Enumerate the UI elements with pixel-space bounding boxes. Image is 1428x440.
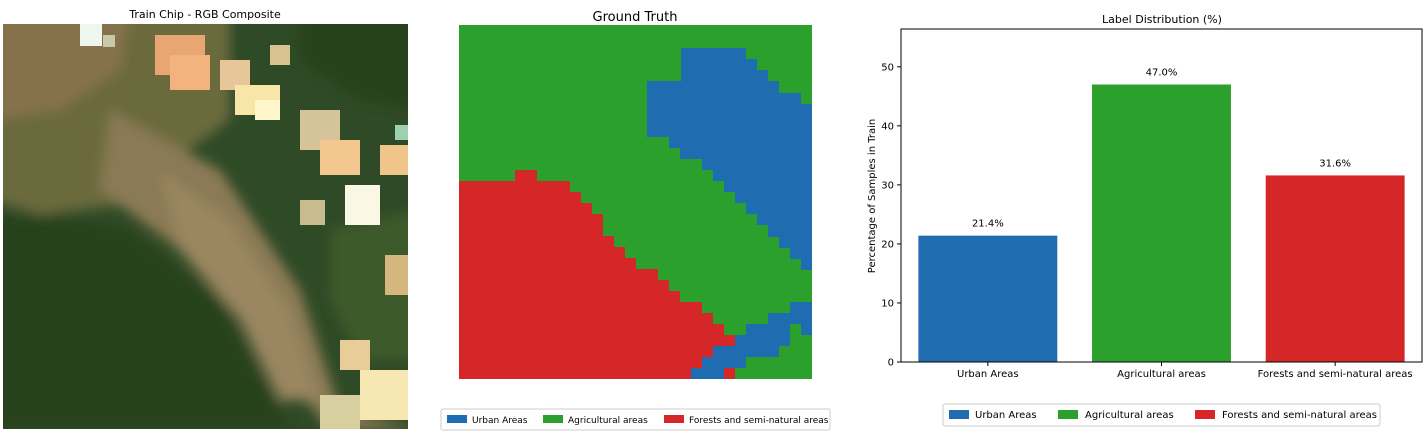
label-distribution-chart: 21.4% Urban Areas 47.0% Agricultural areas 3… (881, 28, 1423, 380)
chart-legend: Urban Areas Agricultural areas Forests a… (942, 403, 1381, 427)
x-tick-label-urban: Urban Areas (957, 369, 1019, 380)
gt-legend-swatch-urban (447, 415, 467, 423)
gt-legend-frame (440, 408, 831, 431)
y-tick-label: 0 (888, 358, 894, 369)
gt-legend-label-forests: Forests and semi-natural areas (689, 416, 829, 426)
gt-legend-entry-agricultural: Agricultural areas (543, 415, 648, 426)
y-tick-label: 10 (881, 298, 894, 309)
y-tick-label: 50 (881, 62, 894, 73)
chart-legend-frame (942, 403, 1381, 427)
x-tick-label-forests: Forests and semi-natural areas (1258, 369, 1413, 380)
gt-urban-region-upper (647, 48, 812, 270)
chart-legend-swatch-forests (1195, 410, 1215, 419)
bar-value-label-forests: 31.6% (1319, 158, 1351, 169)
bar-value-label-agricultural: 47.0% (1146, 68, 1178, 79)
ground-truth-map (459, 25, 812, 379)
gt-panel-title: Ground Truth (593, 10, 678, 25)
chart-plot-frame (900, 28, 1423, 363)
y-tick-label: 20 (881, 239, 894, 250)
chart-legend-label-urban: Urban Areas (975, 410, 1037, 421)
y-tick-label: 40 (881, 121, 894, 132)
chart-legend-swatch-urban (949, 410, 969, 419)
gt-legend-entry-forests: Forests and semi-natural areas (664, 415, 829, 426)
bar-agricultural (1092, 84, 1231, 362)
chart-legend-entry-forests: Forests and semi-natural areas (1195, 410, 1377, 421)
chart-legend-swatch-agricultural (1058, 410, 1078, 419)
chart-legend-label-agricultural: Agricultural areas (1085, 410, 1174, 421)
chart-legend-label-forests: Forests and semi-natural areas (1222, 410, 1377, 421)
gt-forest-region (459, 170, 735, 379)
bar-urban (918, 235, 1058, 362)
chart-title: Label Distribution (%) (1102, 13, 1222, 26)
gt-legend: Urban Areas Agricultural areas Forests a… (440, 408, 831, 431)
y-tick-label: 30 (881, 180, 894, 191)
gt-legend-label-urban: Urban Areas (472, 416, 528, 426)
gt-legend-swatch-agricultural (543, 415, 563, 423)
rgb-composite-image (3, 24, 408, 429)
gt-legend-label-agricultural: Agricultural areas (568, 416, 648, 426)
rgb-panel-title: Train Chip - RGB Composite (128, 8, 281, 21)
gt-legend-swatch-forests (664, 415, 684, 423)
bar-value-label-urban: 21.4% (972, 219, 1004, 230)
gt-urban-region-lower (691, 302, 812, 379)
chart-y-axis-label: Percentage of Samples in Train (867, 119, 878, 273)
gt-legend-entry-urban: Urban Areas (447, 415, 528, 426)
chart-legend-entry-agricultural: Agricultural areas (1058, 410, 1174, 421)
chart-legend-entry-urban: Urban Areas (949, 410, 1037, 421)
x-tick-label-agricultural: Agricultural areas (1117, 369, 1206, 380)
bar-forests (1265, 175, 1405, 362)
